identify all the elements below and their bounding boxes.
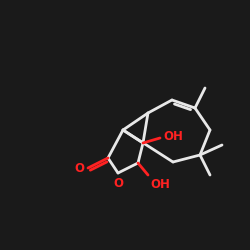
Text: O: O <box>113 177 123 190</box>
Text: OH: OH <box>163 130 183 142</box>
Text: O: O <box>74 162 84 174</box>
Text: OH: OH <box>150 178 170 191</box>
